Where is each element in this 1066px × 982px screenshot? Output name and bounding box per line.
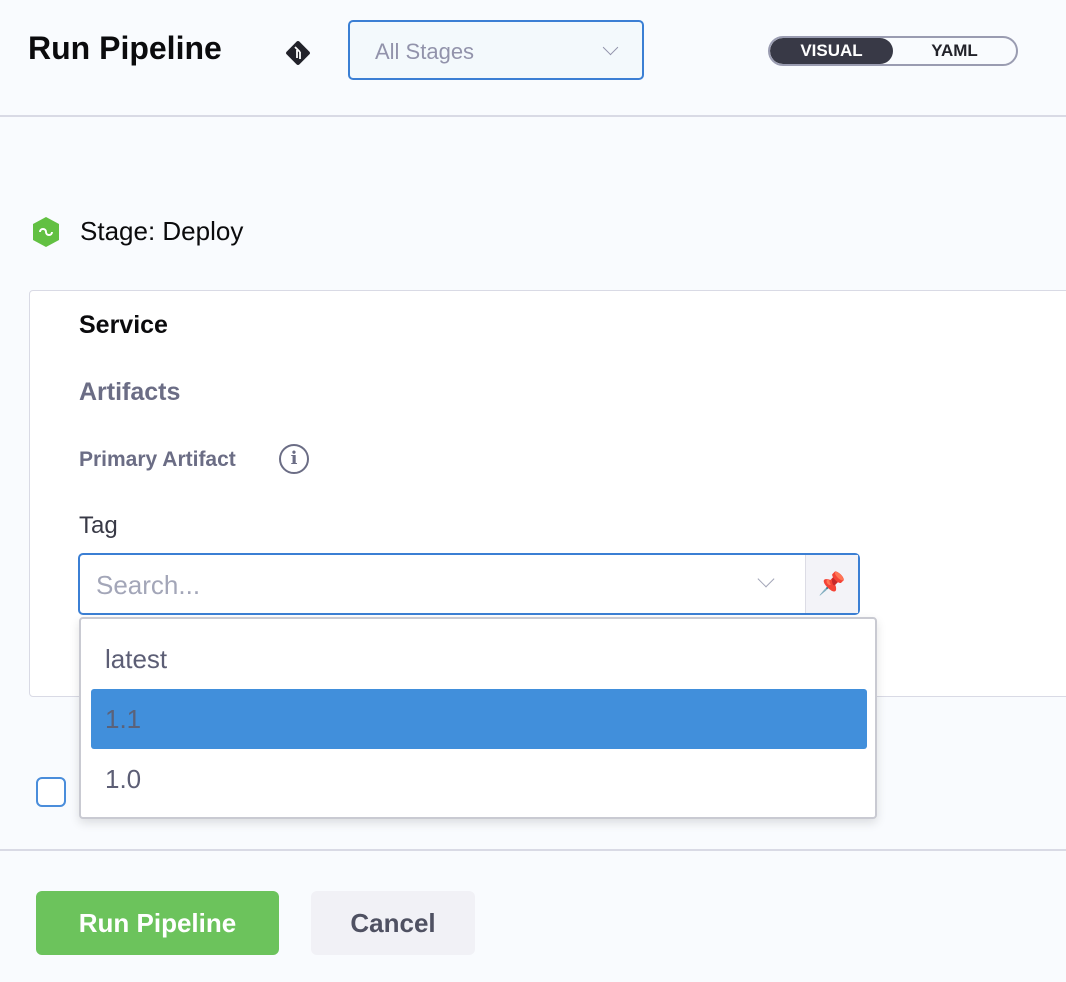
info-icon[interactable]: i (279, 444, 309, 474)
visual-toggle[interactable]: VISUAL (770, 38, 893, 64)
divider (0, 849, 1066, 851)
tag-search-input[interactable] (94, 567, 778, 603)
yaml-toggle[interactable]: YAML (931, 41, 978, 60)
tag-label: Tag (79, 512, 118, 539)
divider (0, 115, 1066, 117)
stage-select-value: All Stages (375, 39, 475, 64)
primary-artifact-label: Primary Artifact (79, 448, 236, 471)
stage-select[interactable]: All Stages (348, 20, 644, 80)
run-pipeline-button[interactable]: Run Pipeline (36, 891, 279, 955)
deploy-stage-icon (33, 217, 59, 247)
cancel-button[interactable]: Cancel (311, 891, 475, 955)
service-heading: Service (79, 311, 168, 339)
artifacts-heading: Artifacts (79, 378, 181, 406)
view-toggle[interactable]: VISUAL YAML (768, 36, 1018, 66)
dropdown-option[interactable]: 1.1 (91, 689, 867, 749)
git-icon (286, 41, 310, 65)
page-title: Run Pipeline (28, 30, 222, 66)
tag-select[interactable]: 📌 (78, 553, 860, 615)
stage-label: Stage: Deploy (80, 216, 244, 246)
dropdown-option[interactable]: 1.0 (105, 764, 142, 794)
dropdown-option[interactable]: latest (105, 644, 168, 674)
chevron-down-icon (602, 39, 619, 56)
tag-dropdown-menu: latest 1.1 1.0 (79, 617, 877, 819)
pin-icon[interactable]: 📌 (805, 555, 858, 613)
checkbox[interactable] (36, 777, 66, 807)
